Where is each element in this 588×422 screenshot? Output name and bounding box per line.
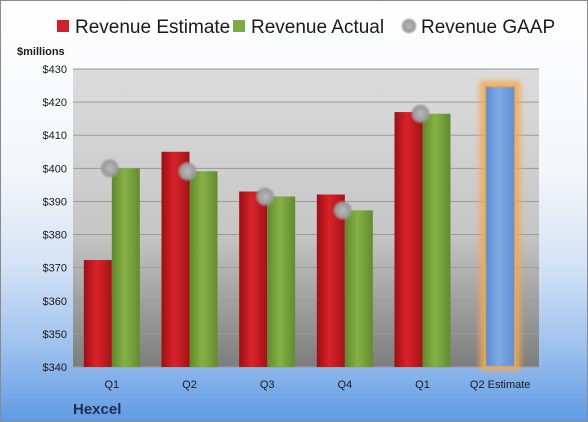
bar-revenue-actual — [422, 113, 451, 367]
bars — [83, 81, 521, 371]
marker-revenue-gaap — [410, 103, 431, 124]
plot-area — [73, 69, 539, 367]
bar-revenue-estimate — [161, 151, 190, 367]
legend-swatch — [401, 18, 417, 34]
x-tick-label: Q1 — [415, 379, 430, 391]
marker-revenue-gaap — [99, 158, 120, 179]
bar-revenue-actual — [111, 168, 140, 367]
y-tick-label: $430 — [43, 64, 67, 76]
y-tick-label: $350 — [43, 329, 67, 341]
bar-revenue-actual — [189, 171, 218, 367]
x-tick-label: Q2 — [182, 379, 197, 391]
legend-label: Revenue Actual — [251, 17, 384, 38]
company-name: Hexcel — [73, 401, 121, 418]
y-tick-label: $370 — [43, 263, 67, 275]
legend-label: Revenue Estimate — [75, 17, 230, 38]
bar-revenue-estimate — [83, 260, 112, 367]
y-tick-label: $400 — [43, 163, 67, 175]
marker-revenue-gaap — [332, 200, 353, 221]
marker-revenue-gaap — [177, 161, 198, 182]
legend-label: Revenue GAAP — [421, 17, 555, 38]
x-tick-label: Q3 — [260, 379, 275, 391]
y-tick-label: $360 — [43, 296, 67, 308]
bar-q2-estimate — [484, 85, 517, 369]
x-tick-label: Q1 — [104, 379, 119, 391]
gaap-markers — [99, 103, 431, 221]
marker-revenue-gaap — [255, 186, 276, 207]
y-tick-label: $420 — [43, 97, 67, 109]
y-axis-unit-label: $millions — [17, 46, 65, 58]
bar-revenue-estimate — [239, 191, 268, 367]
bar-revenue-estimate — [394, 112, 423, 368]
y-tick-label: $410 — [43, 130, 67, 142]
bar-revenue-actual — [267, 196, 296, 367]
bar-revenue-estimate — [316, 194, 345, 367]
legend: Revenue Estimate Revenue Actual Revenue GA… — [57, 17, 555, 38]
x-axis-ticks: Q1 Q2 Q3 Q4 Q1 Q2 Estimate — [104, 379, 530, 391]
y-tick-label: $380 — [43, 230, 67, 242]
legend-swatch — [233, 20, 245, 32]
bar-revenue-actual — [344, 210, 373, 367]
x-tick-label: Q4 — [337, 379, 352, 391]
y-axis-ticks: $340 $350 $360 $370 $380 $390 $400 $410 $420 $430 — [43, 64, 67, 374]
y-tick-label: $340 — [43, 362, 67, 374]
legend-swatch — [57, 20, 69, 32]
y-tick-label: $390 — [43, 196, 67, 208]
x-tick-label: Q2 Estimate — [470, 379, 531, 391]
grid-lines — [73, 68, 539, 368]
